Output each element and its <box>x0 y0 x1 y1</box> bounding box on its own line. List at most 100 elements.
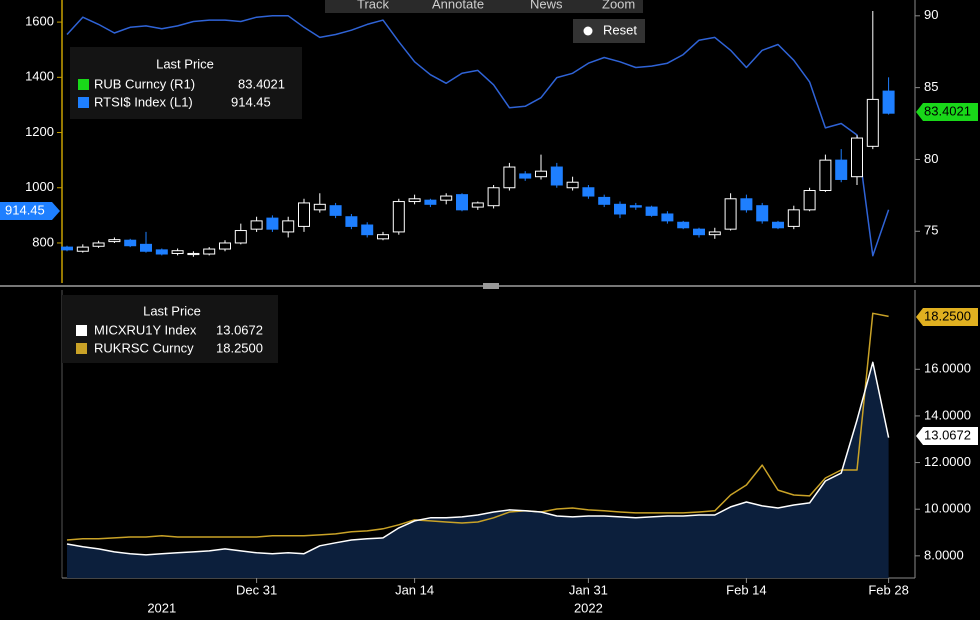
candle-body <box>629 205 642 208</box>
x-tick-label: Jan 31 <box>569 582 608 597</box>
candle-body <box>187 252 200 256</box>
candle-body <box>76 246 89 252</box>
legend-title: Last Price <box>156 56 214 71</box>
candle-body <box>787 209 800 227</box>
badge-label: 13.0672 <box>924 427 971 442</box>
toolbar-button[interactable]: Zoom <box>602 0 635 11</box>
badge <box>0 202 60 220</box>
panel-handle <box>483 283 499 289</box>
candle-body <box>313 203 326 211</box>
x-tick-label: Dec 31 <box>236 582 277 597</box>
legend-marker <box>78 97 89 108</box>
candle-body <box>835 159 848 180</box>
legend-label: RTSI$ Index (L1) <box>94 94 193 109</box>
candle-body <box>408 198 421 203</box>
candle-body <box>661 213 674 222</box>
legend-value: 914.45 <box>231 94 271 109</box>
y-tick-label: 8.0000 <box>924 547 964 562</box>
legend-box <box>62 295 278 363</box>
legend-marker <box>76 343 87 354</box>
candle-body <box>535 170 547 178</box>
legend: Last Price RUB Curncy (R1) 83.4021 RTSI$… <box>70 47 302 119</box>
x-tick-label: Feb 28 <box>868 582 908 597</box>
badge <box>916 103 978 121</box>
candle-body <box>171 250 184 254</box>
legend-label: RUKRSC Curncy <box>94 340 194 355</box>
candle-body <box>140 243 152 252</box>
candle-body <box>361 224 374 236</box>
reset-label[interactable]: Reset <box>603 22 637 37</box>
candle-body <box>92 242 105 247</box>
y-tick-label: 12.0000 <box>924 454 971 469</box>
legend-value: 13.0672 <box>216 322 263 337</box>
legend-label: MICXRU1Y Index <box>94 322 197 337</box>
y-tick-label: 1400 <box>25 69 54 84</box>
candle-body <box>377 234 389 240</box>
y-tick-label: 10.0000 <box>924 501 971 516</box>
candle-body <box>471 202 484 208</box>
candle-body <box>756 205 769 222</box>
candle-body <box>440 195 453 201</box>
line <box>66 361 890 556</box>
y2-tick-label: 90 <box>924 7 938 22</box>
y-tick-label: 16.0000 <box>924 361 971 376</box>
toolbar-button[interactable]: News <box>530 0 563 11</box>
candle-body <box>503 166 516 189</box>
candle-body <box>550 166 563 186</box>
toolbar-button[interactable]: Track <box>357 0 390 11</box>
candle-body <box>456 194 468 211</box>
y-tick-label: 1000 <box>25 179 54 194</box>
legend-label: RUB Curncy (R1) <box>94 76 195 91</box>
candle-body <box>614 203 626 215</box>
candle-body <box>250 220 263 230</box>
legend-value: 18.2500 <box>216 340 263 355</box>
candle-body <box>124 239 137 247</box>
y-tick-label: 14.0000 <box>924 407 971 422</box>
candle-body <box>203 248 216 255</box>
x-year-label: 2021 <box>147 600 176 615</box>
x-tick-label: Feb 14 <box>726 582 766 597</box>
x-tick-label: Jan 14 <box>395 582 434 597</box>
area <box>67 362 889 578</box>
candle-body <box>424 199 437 205</box>
badge <box>916 427 978 445</box>
candle-body <box>392 201 405 233</box>
candle-body <box>693 228 705 236</box>
candle-body <box>566 181 579 189</box>
badge-label: 18.2500 <box>924 308 971 323</box>
candle-body <box>645 206 658 216</box>
y2-tick-label: 75 <box>924 223 938 238</box>
candle-body <box>487 187 500 207</box>
candle-body <box>772 221 784 229</box>
candle-body <box>851 137 863 178</box>
candle-body <box>219 242 231 250</box>
legend-title: Last Price <box>143 303 201 318</box>
badge-label: 83.4021 <box>924 103 971 118</box>
candle-body <box>708 231 721 236</box>
toolbar-bg <box>325 0 643 13</box>
candle-body <box>882 90 895 114</box>
badges: 914.45 83.4021 18.2500 13.0672 <box>0 103 978 445</box>
candle-body <box>61 246 73 251</box>
candle-body <box>677 221 690 229</box>
legend-value: 83.4021 <box>238 76 285 91</box>
candle-body <box>108 239 121 243</box>
candle-body <box>298 202 310 227</box>
toolbar-button[interactable]: Annotate <box>432 0 484 11</box>
badge-label: 914.45 <box>5 202 45 217</box>
candle-body <box>582 187 595 197</box>
candle-body <box>724 198 737 230</box>
y2-tick-label: 80 <box>924 151 938 166</box>
y-tick-label: 800 <box>32 234 54 249</box>
candle-body <box>519 173 532 179</box>
candle-body <box>155 249 168 255</box>
candle-body <box>598 196 611 205</box>
candle-body <box>803 190 816 211</box>
y-tick-label: 1600 <box>25 14 54 29</box>
line <box>66 312 889 541</box>
legend-box <box>70 47 302 119</box>
y-tick-label: 1200 <box>25 124 54 139</box>
candle-body <box>234 230 247 244</box>
candle-body <box>282 220 295 233</box>
